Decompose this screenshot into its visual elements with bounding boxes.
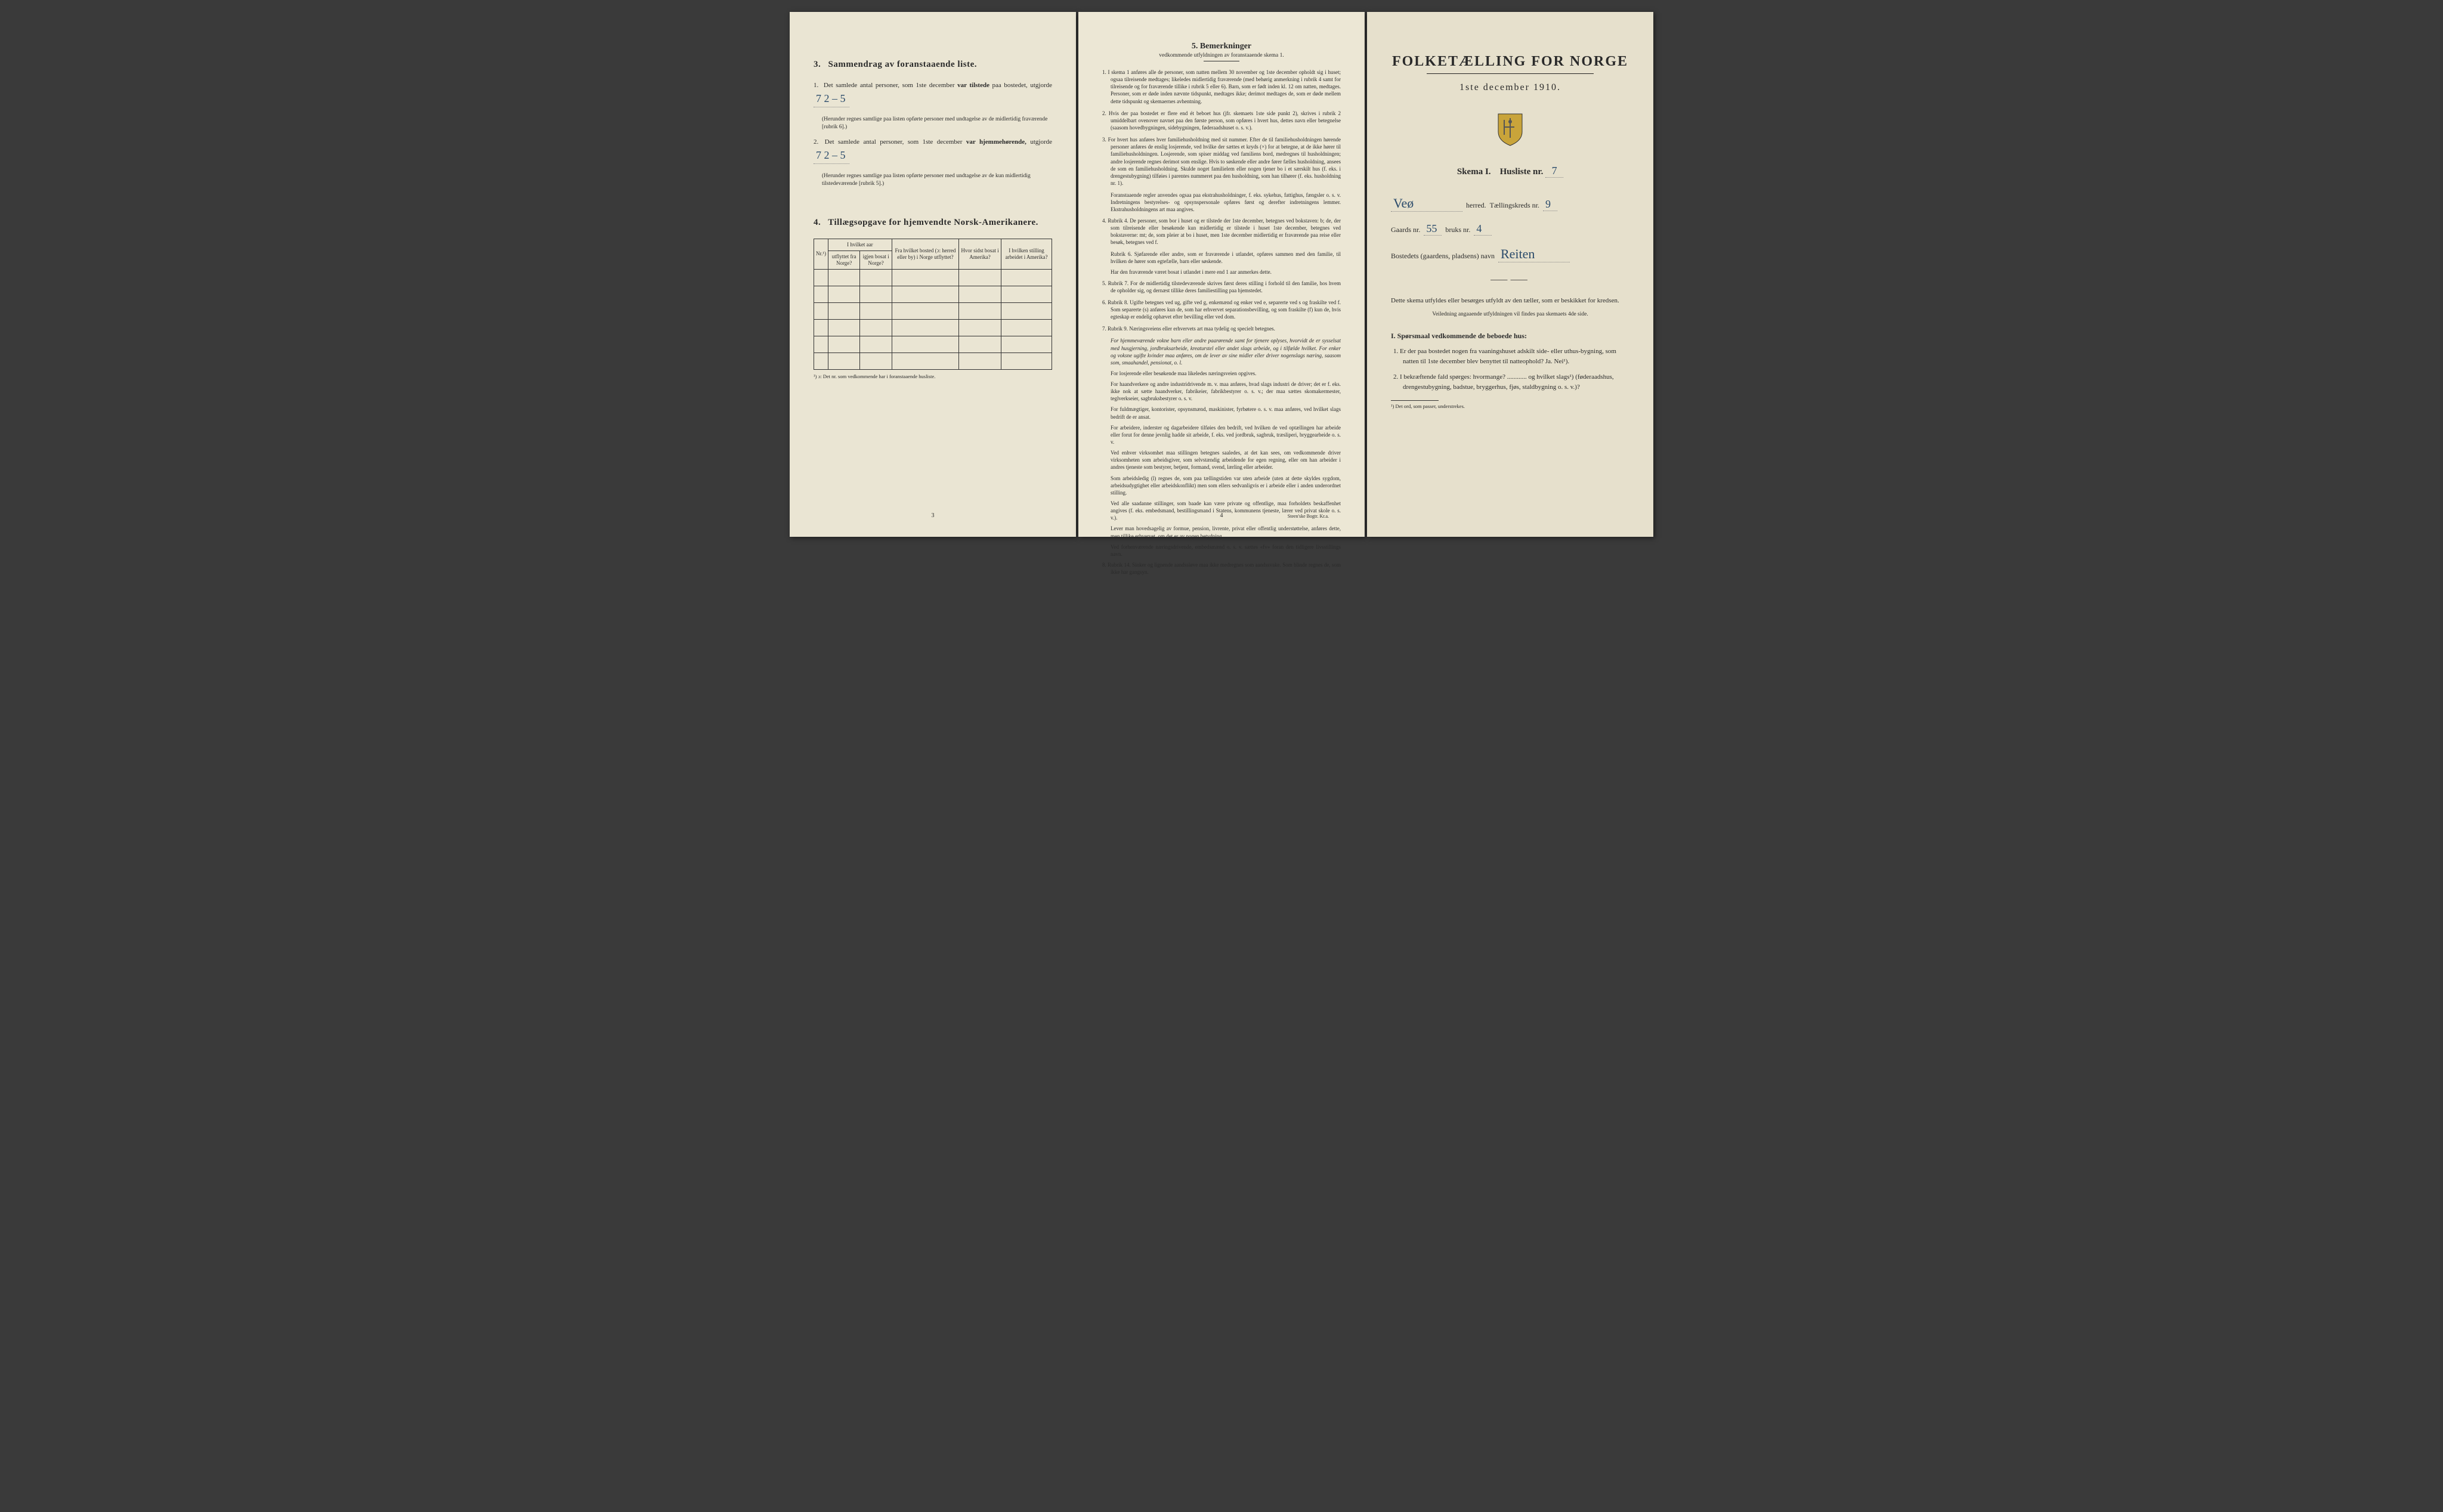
gaard-label: Gaards nr.: [1391, 225, 1420, 234]
husliste-value: 7: [1545, 165, 1563, 178]
bemerk-para-7e: For arbeidere, inderster og dagarbeidere…: [1102, 424, 1341, 446]
gaard-line: Gaards nr. 55 bruks nr. 4: [1391, 222, 1629, 236]
item-1-num: 1.: [814, 82, 818, 89]
question-1: 1. Er der paa bostedet nogen fra vaaning…: [1391, 347, 1629, 366]
bosted-value: Reiten: [1498, 246, 1570, 262]
section-3-num: 3.: [814, 60, 821, 69]
section-4-text: Tillægsopgave for hjemvendte Norsk-Ameri…: [828, 218, 1038, 227]
bruk-value: 4: [1474, 222, 1492, 236]
printer-credit: Steen'ske Bogtr. Kr.a.: [1288, 514, 1329, 519]
bemerk-para-7a: For hjemmeværende vokne barn eller andre…: [1102, 337, 1341, 366]
bemerk-para-7d: For fuldmægtiger, kontorister, opsynsmæn…: [1102, 406, 1341, 420]
kreds-value: 9: [1543, 198, 1557, 211]
skema-line: Skema I. Husliste nr. 7: [1391, 165, 1629, 178]
section-3-text: Sammendrag av foranstaaende liste.: [828, 60, 978, 69]
page-number-4: 4: [1220, 512, 1223, 519]
amerikanere-table-wrap: Nr.¹) I hvilket aar Fra hvilket bosted (…: [814, 239, 1052, 379]
section-4-num: 4.: [814, 218, 821, 227]
bosted-line: Bostedets (gaardens, pladsens) navn Reit…: [1391, 246, 1629, 262]
summary-item-1: 1. Det samlede antal personer, som 1ste …: [814, 81, 1052, 107]
bemerk-item-6: 6. Rubrik 8. Ugifte betegnes ved ug, gif…: [1102, 299, 1341, 320]
th-igjen: igjen bosat i Norge?: [860, 251, 892, 269]
bemerk-item-2: 2. Hvis der paa bostedet er flere end ét…: [1102, 110, 1341, 131]
bemerk-item-4: 4. Rubrik 4. De personer, som bor i huse…: [1102, 217, 1341, 246]
page-3: FOLKETÆLLING FOR NORGE 1ste december 191…: [1367, 12, 1653, 537]
summary-item-2: 2. Det samlede antal personer, som 1ste …: [814, 137, 1052, 164]
bemerk-title: 5. Bemerkninger: [1102, 42, 1341, 51]
th-aar: I hvilket aar: [828, 239, 892, 251]
bemerk-para-4b: Har den fraværende været bosat i utlande…: [1102, 268, 1341, 276]
item-1-bold: var tilstede: [957, 82, 989, 89]
item-2-value: 7 2 – 5: [814, 147, 849, 164]
page-2: 5. Bemerkninger vedkommende utfyldningen…: [1078, 12, 1365, 537]
bemerk-para-7c: For haandverkere og andre industridriven…: [1102, 381, 1341, 402]
bemerk-para-7f: Ved enhver virksomhet maa stillingen bet…: [1102, 449, 1341, 471]
amerikanere-tbody: [814, 269, 1052, 369]
table-row: [814, 319, 1052, 336]
herred-label: herred.: [1466, 201, 1486, 210]
bemerk-num: 5.: [1192, 42, 1198, 51]
bemerk-item-8: 8. Rubrik 14. Sinker og lignende aandssl…: [1102, 561, 1341, 576]
item-1-post: paa bostedet, utgjorde: [992, 82, 1052, 89]
bemerk-item-1: 1. I skema 1 anføres alle de personer, s…: [1102, 69, 1341, 105]
bemerk-subtitle: vedkommende utfyldningen av foranstaaend…: [1102, 52, 1341, 58]
section-3-title: 3. Sammendrag av foranstaaende liste.: [814, 60, 1052, 70]
table-row: [814, 269, 1052, 286]
item-1-value: 7 2 – 5: [814, 91, 849, 107]
bemerk-para-3a: Foranstaaende regler anvendes ogsaa paa …: [1102, 191, 1341, 213]
question-section-head: I. Spørsmaal vedkommende de beboede hus:: [1391, 332, 1629, 341]
bemerk-item-3: 3. For hvert hus anføres hver familiehus…: [1102, 136, 1341, 187]
footnote-rule: [1391, 400, 1439, 401]
date-line: 1ste december 1910.: [1391, 82, 1629, 93]
bemerk-item-7: 7. Rubrik 9. Næringsveiens eller erhverv…: [1102, 325, 1341, 332]
th-nr: Nr.¹): [814, 239, 828, 269]
section-4-title: 4. Tillægsopgave for hjemvendte Norsk-Am…: [814, 218, 1052, 228]
document-pages: 3. Sammendrag av foranstaaende liste. 1.…: [790, 12, 1653, 537]
bruk-label: bruks nr.: [1445, 225, 1470, 234]
item-1-pre: Det samlede antal personer, som 1ste dec…: [824, 82, 955, 89]
kreds-label: Tællingskreds nr.: [1490, 201, 1539, 210]
bemerk-para-7i: Lever man hovedsagelig av formue, pensio…: [1102, 525, 1341, 539]
herred-line: Veø herred. Tællingskreds nr. 9: [1391, 196, 1629, 212]
main-title: FOLKETÆLLING FOR NORGE: [1391, 54, 1629, 70]
th-utflyttet: utflyttet fra Norge?: [828, 251, 859, 269]
th-stilling: I hvilken stilling arbeidet i Amerika?: [1001, 239, 1052, 269]
gaard-value: 55: [1424, 222, 1442, 236]
table-footnote: ¹) ɔ: Det nr. som vedkommende har i fora…: [814, 373, 1052, 379]
herred-value: Veø: [1391, 196, 1462, 212]
th-bosted: Fra hvilket bosted (ɔ: herred eller by) …: [892, 239, 958, 269]
page-1: 3. Sammendrag av foranstaaende liste. 1.…: [790, 12, 1076, 537]
coat-of-arms-icon: [1495, 111, 1525, 147]
table-row: [814, 302, 1052, 319]
bemerk-para-4a: Rubrik 6. Sjøfarende eller andre, som er…: [1102, 251, 1341, 265]
item-2-bold: var hjemmehørende,: [966, 138, 1026, 146]
divider-ornament: ⸻⸻: [1391, 274, 1629, 285]
bosted-label: Bostedets (gaardens, pladsens) navn: [1391, 252, 1495, 261]
bemerk-text: Bemerkninger: [1200, 42, 1251, 51]
item-2-post: utgjorde: [1030, 138, 1052, 146]
bemerk-para-7b: For losjerende eller besøkende maa likel…: [1102, 370, 1341, 377]
q-head-text: Spørsmaal vedkommende de beboede hus:: [1397, 332, 1527, 340]
item-2-pre: Det samlede antal personer, som 1ste dec…: [825, 138, 963, 146]
question-2: 2. I bekræftende fald spørges: hvormange…: [1391, 372, 1629, 392]
instruct-2: Veiledning angaaende utfyldningen vil fi…: [1391, 311, 1629, 317]
bemerk-item-5: 5. Rubrik 7. For de midlertidig tilstede…: [1102, 280, 1341, 294]
table-row: [814, 336, 1052, 353]
instruct-1: Dette skema utfyldes eller besørges utfy…: [1391, 296, 1629, 305]
husliste-label: Husliste nr.: [1500, 167, 1544, 177]
item-2-note: (Herunder regnes samtlige paa listen opf…: [822, 172, 1052, 188]
footnote-text: ¹) Det ord, som passer, understrekes.: [1391, 403, 1629, 409]
item-2-num: 2.: [814, 138, 818, 146]
skema-label: Skema I.: [1457, 167, 1491, 177]
page-number-3: 3: [932, 512, 935, 519]
item-1-note: (Herunder regnes samtlige paa listen opf…: [822, 116, 1052, 132]
th-amerika: Hvor sidst bosat i Amerika?: [959, 239, 1001, 269]
main-rule: [1427, 73, 1594, 74]
table-row: [814, 286, 1052, 302]
bemerk-para-7j: Ved forhenværende næringsdrivende, embed…: [1102, 543, 1341, 558]
q-head-num: I.: [1391, 332, 1396, 340]
bemerk-para-7g: Som arbeidsledig (l) regnes de, som paa …: [1102, 475, 1341, 496]
amerikanere-table: Nr.¹) I hvilket aar Fra hvilket bosted (…: [814, 239, 1052, 369]
table-row: [814, 353, 1052, 369]
